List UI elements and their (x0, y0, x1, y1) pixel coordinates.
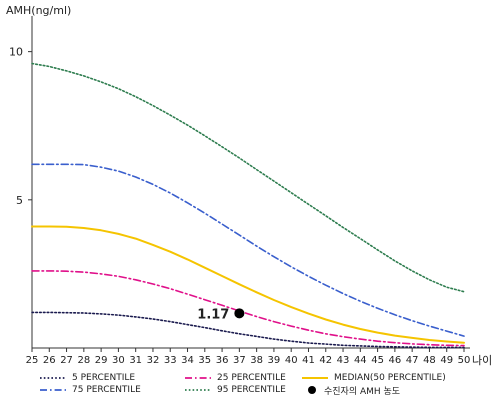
legend-item: 75 PERCENTILE (40, 384, 141, 396)
x-tick-label: 44 (354, 355, 367, 366)
legend-label: 25 PERCENTILE (217, 373, 286, 383)
series-line-95-percentile (31, 62, 465, 293)
x-tick-label: 31 (129, 355, 142, 366)
x-tick-label: 46 (389, 355, 402, 366)
x-tick-label: 32 (147, 355, 160, 366)
x-tick-label: 48 (423, 355, 436, 366)
chart-legend: 5 PERCENTILE 25 PERCENTILE MEDIAN(50 PERCE… (40, 372, 480, 398)
x-tick-label: 29 (95, 355, 108, 366)
data-point-label: 1.17 (197, 307, 229, 322)
legend-swatch (40, 389, 66, 391)
x-tick-label: 37 (233, 355, 246, 366)
legend-swatch (302, 377, 328, 379)
x-tick-label: 28 (77, 355, 90, 366)
x-axis-label: 나이 (472, 354, 492, 367)
x-tick-label: 33 (164, 355, 177, 366)
legend-item: MEDIAN(50 PERCENTILE) (302, 372, 446, 384)
legend-dot-icon (308, 386, 316, 394)
legend-item: 95 PERCENTILE (185, 384, 286, 396)
x-tick-label: 34 (181, 355, 194, 366)
legend-swatch (185, 377, 211, 379)
legend-label: MEDIAN(50 PERCENTILE) (334, 373, 446, 383)
y-tick-label: 5 (16, 194, 23, 207)
x-tick-label: 49 (440, 355, 453, 366)
legend-swatch (40, 377, 66, 379)
x-tick-label: 30 (112, 355, 125, 366)
legend-label: 95 PERCENTILE (217, 385, 286, 395)
data-point-marker (234, 308, 245, 319)
x-tick-label: 36 (216, 355, 229, 366)
x-tick-label: 40 (285, 355, 298, 366)
legend-item-marker: 수진자의 AMH 농도 (308, 384, 401, 397)
series-line-median-50-percentile (31, 225, 465, 344)
legend-item: 5 PERCENTILE (40, 372, 135, 384)
chart-marker-group: 1.17 (197, 307, 245, 322)
legend-label: 수진자의 AMH 농도 (324, 386, 401, 397)
x-tick-label: 27 (60, 355, 73, 366)
x-tick-label: 47 (406, 355, 419, 366)
legend-label: 5 PERCENTILE (72, 373, 136, 383)
x-tick-label: 41 (302, 355, 315, 366)
series-line-75-percentile (31, 163, 465, 337)
legend-swatch (185, 389, 211, 391)
legend-item: 25 PERCENTILE (185, 372, 286, 384)
amh-chart: AMH(ng/ml) 5 10 25 26 27 28 29 30 31 32 33 34 35 36 37 3… (6, 4, 492, 367)
y-tick-label: 10 (9, 46, 23, 59)
x-tick-label: 38 (250, 355, 263, 366)
chart-series-lines (31, 62, 465, 349)
series-line-5-percentile (31, 311, 465, 349)
x-tick-label: 35 (198, 355, 211, 366)
x-tick-label: 50 (458, 355, 471, 366)
y-axis-label: AMH(ng/ml) (6, 4, 71, 17)
x-tick-label: 39 (268, 355, 281, 366)
series-line-25-percentile (31, 270, 465, 347)
x-tick-label: 42 (319, 355, 332, 366)
x-tick-label: 25 (26, 355, 39, 366)
x-tick-label: 26 (43, 355, 56, 366)
x-tick-label: 43 (337, 355, 350, 366)
chart-axes: AMH(ng/ml) 5 10 25 26 27 28 29 30 31 32 33 34 35 36 37 3… (6, 4, 492, 367)
legend-label: 75 PERCENTILE (72, 385, 141, 395)
x-tick-label: 45 (371, 355, 384, 366)
